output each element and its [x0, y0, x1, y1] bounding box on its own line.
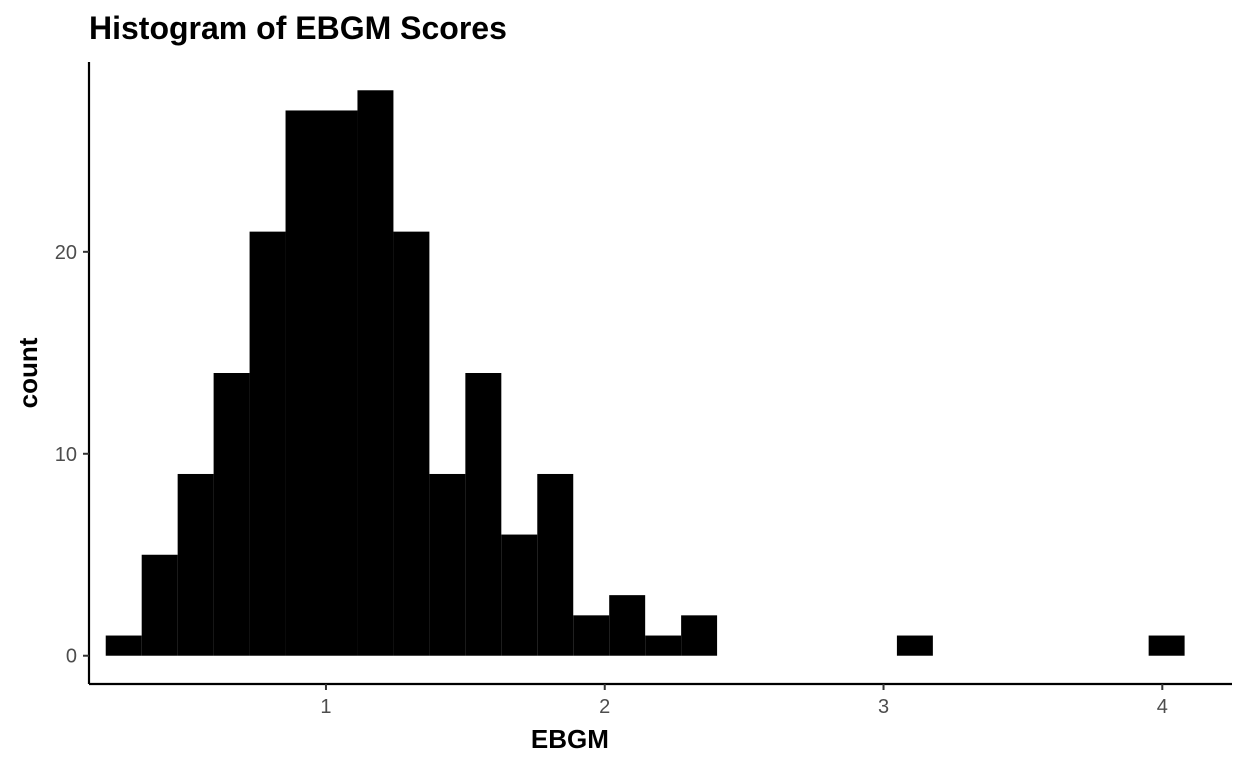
y-tick-label: 0: [66, 646, 77, 668]
histogram-bar-3: [213, 373, 250, 656]
chart-title: Histogram of EBGM Scores: [89, 10, 507, 46]
y-axis-title: count: [13, 337, 43, 408]
x-tick-label: 1: [320, 696, 331, 718]
histogram-bar-7: [357, 90, 394, 656]
histogram-bar-16: [681, 615, 718, 656]
x-axis-title: EBGM: [531, 724, 609, 754]
x-tick-label: 2: [599, 696, 610, 718]
histogram-bars: [105, 90, 1185, 656]
histogram-bar-8: [393, 231, 430, 656]
histogram-bar-14: [609, 595, 646, 656]
histogram-bar-15: [645, 635, 682, 656]
histogram-bar-11: [501, 534, 538, 656]
histogram-bar-6: [321, 110, 358, 656]
y-axis-ticks: 0 10 20: [55, 242, 89, 668]
histogram-bar-17: [896, 635, 933, 656]
histogram-bar-0: [105, 635, 142, 656]
x-tick-label: 3: [878, 696, 889, 718]
histogram-bar-2: [177, 473, 214, 656]
x-tick-label: 4: [1157, 696, 1168, 718]
histogram-bar-12: [537, 473, 574, 656]
x-axis-ticks: 1 2 3 4: [320, 684, 1168, 718]
y-tick-label: 20: [55, 242, 77, 264]
histogram-bar-18: [1148, 635, 1185, 656]
y-tick-label: 10: [55, 444, 77, 466]
histogram-bar-5: [285, 110, 322, 656]
histogram-bar-1: [141, 554, 178, 656]
histogram-bar-4: [249, 231, 286, 656]
histogram-bar-13: [573, 615, 610, 656]
histogram-bar-10: [465, 373, 502, 656]
histogram-bar-9: [429, 473, 466, 656]
